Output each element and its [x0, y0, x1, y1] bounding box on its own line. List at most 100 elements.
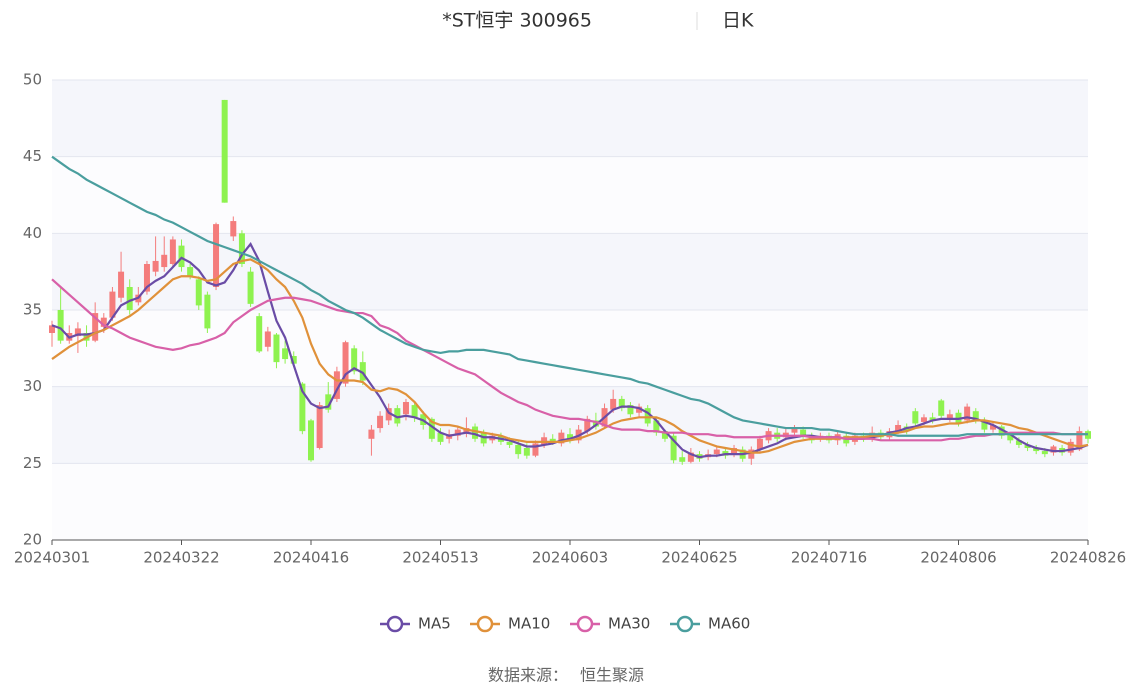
y-tick-label: 20: [23, 531, 42, 549]
candle-body: [161, 254, 168, 268]
source-label: 数据来源：: [488, 666, 568, 685]
candle-body: [273, 334, 280, 363]
candle-body: [1041, 451, 1048, 455]
chart-title: *ST恒宇 300965: [442, 10, 592, 32]
legend-marker: [676, 615, 694, 633]
candle-body: [627, 405, 634, 415]
candle-body: [713, 449, 720, 455]
x-tick-label: 20240806: [920, 549, 996, 567]
candle-body: [1050, 446, 1057, 453]
candle-body: [213, 224, 220, 287]
candle-body: [282, 348, 289, 360]
candle-body: [515, 444, 522, 455]
x-tick-label: 20240826: [1050, 549, 1126, 567]
candle-body: [290, 356, 297, 364]
plot-band: [52, 310, 1088, 387]
candle-body: [1067, 441, 1074, 453]
candle-body: [912, 411, 919, 424]
candle-body: [679, 457, 686, 462]
candle-body: [377, 415, 384, 429]
ma-line: [51, 278, 1088, 442]
y-tick-label: 50: [23, 71, 42, 89]
legend-label: MA30: [608, 615, 650, 633]
plot-band: [52, 463, 1088, 540]
candle-body: [118, 271, 125, 298]
candle-body: [385, 408, 392, 421]
candle-body: [748, 449, 755, 459]
candle-body: [920, 417, 927, 422]
candle-body: [126, 287, 133, 310]
ma-line: [51, 155, 1088, 437]
y-tick-label: 30: [23, 377, 42, 395]
candle-body: [636, 406, 643, 413]
x-tick-label: 20240322: [143, 549, 219, 567]
candle-body: [402, 402, 409, 415]
candle-body: [1015, 440, 1022, 445]
candle-body: [1024, 444, 1031, 448]
legend-label: MA10: [508, 615, 550, 633]
candle-body: [567, 434, 573, 441]
y-tick-label: 35: [23, 301, 42, 319]
candle-body: [1076, 431, 1083, 450]
legend-marker: [476, 615, 494, 633]
candle-body: [264, 331, 271, 347]
candle-body: [972, 411, 979, 421]
candle-body: [661, 431, 668, 439]
candle-body: [238, 233, 245, 264]
candle-body: [938, 400, 945, 416]
candle-body: [1033, 448, 1040, 452]
candle-body: [998, 426, 1005, 436]
candle-body: [187, 267, 194, 277]
candle-body: [1007, 434, 1014, 441]
candle-body: [929, 417, 936, 421]
candle-body: [964, 406, 971, 421]
candle-body: [368, 429, 375, 439]
candle-body: [394, 408, 401, 424]
x-tick-label: 20240625: [661, 549, 737, 567]
candle-body: [411, 405, 418, 418]
candle-body: [247, 271, 254, 304]
ma-line: [51, 242, 1089, 459]
candle-body: [333, 371, 340, 399]
x-tick-label: 20240603: [532, 549, 608, 567]
candle-body: [49, 325, 55, 333]
candle-body: [653, 420, 660, 433]
x-tick-label: 20240416: [273, 549, 349, 567]
candle-body: [342, 342, 349, 384]
y-tick-label: 45: [23, 147, 42, 165]
candle-body: [895, 425, 902, 432]
plot-band: [52, 80, 1088, 157]
candle-body: [428, 418, 435, 439]
source: 恒生聚源: [580, 666, 644, 685]
candle-body: [325, 394, 332, 410]
candle-body: [57, 310, 64, 341]
candle-body: [584, 418, 591, 432]
legend-marker: [386, 615, 404, 633]
candle-body: [990, 425, 997, 430]
candle-body: [687, 452, 694, 462]
candle-body: [437, 432, 444, 442]
candle-body: [610, 398, 617, 410]
candle-body: [644, 408, 651, 424]
candle-body: [756, 438, 763, 450]
legend-label: MA5: [418, 615, 451, 633]
candle-body: [169, 239, 176, 264]
y-tick-label: 40: [23, 224, 42, 242]
candle-body: [791, 428, 798, 433]
period-label: 日K: [722, 10, 754, 32]
candle-body: [204, 294, 211, 329]
candle-body: [152, 260, 159, 272]
candle-body: [74, 328, 81, 337]
candle-body: [195, 279, 202, 306]
candle-body: [109, 291, 116, 318]
candle-body: [100, 317, 107, 327]
candle-body: [359, 362, 366, 381]
candle-body: [592, 420, 599, 427]
candle-body: [800, 429, 807, 436]
candle-body: [731, 448, 738, 455]
candle-body: [230, 221, 237, 237]
candle-body: [299, 383, 306, 432]
candle-body: [221, 99, 228, 203]
legend-label: MA60: [708, 615, 750, 633]
